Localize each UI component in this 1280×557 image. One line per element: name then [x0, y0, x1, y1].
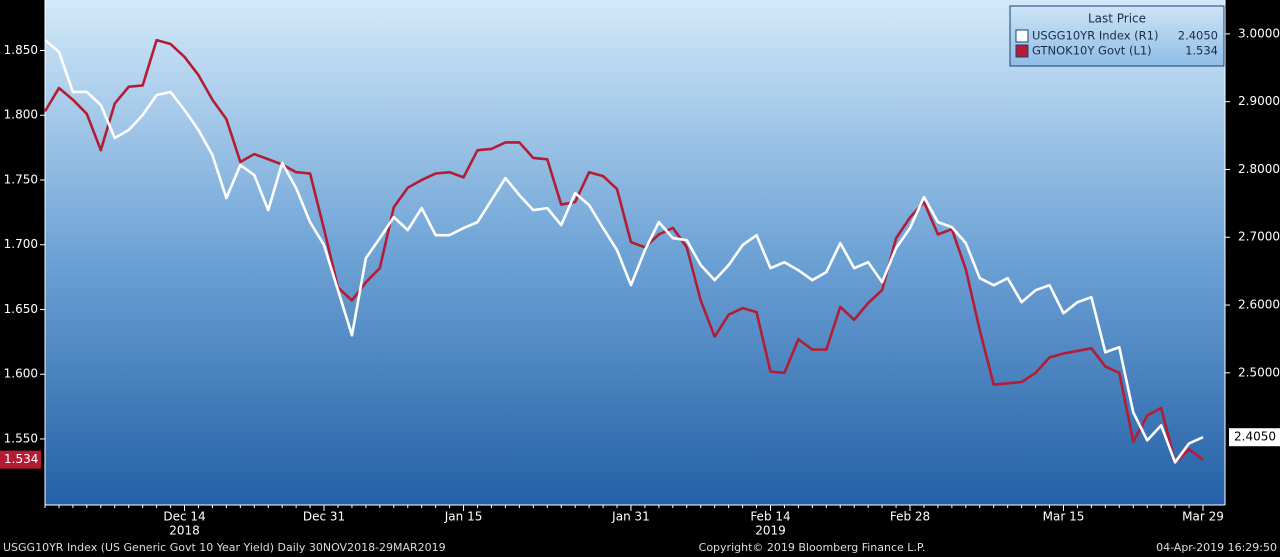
y-tick-label: 1.700	[4, 237, 38, 251]
y2-tick-label: 2.5000	[1238, 365, 1280, 379]
x-tick-label: Feb 14	[750, 510, 790, 524]
legend-swatch	[1015, 44, 1029, 58]
y2-tick-label: 2.6000	[1238, 298, 1280, 312]
y-tick-label: 1.600	[4, 367, 38, 381]
footer-center: Copyright© 2019 Bloomberg Finance L.P.	[699, 541, 926, 554]
last-value-tag	[1229, 428, 1280, 447]
series-line	[43, 38, 1204, 464]
legend-last-value: 2.4050	[1178, 29, 1218, 43]
y2-tick-label: 2.8000	[1238, 162, 1280, 176]
legend: Last Price	[1009, 5, 1225, 67]
y2-tick-label: 2.9000	[1238, 94, 1280, 108]
last-value-label: 2.4050	[1234, 430, 1276, 444]
legend-swatch	[1015, 29, 1029, 43]
x-tick-label: Jan 15	[444, 510, 483, 524]
y-tick-label: 1.850	[4, 43, 38, 57]
plot-area	[45, 0, 1225, 505]
y-tick-label: 1.800	[4, 108, 38, 122]
legend-box	[1009, 5, 1225, 67]
x-tick-label: Jan 31	[611, 510, 650, 524]
x-tick-label: Feb 28	[890, 510, 930, 524]
y2-tick-label: 3.0000	[1238, 26, 1280, 40]
legend-label: USGG10YR Index (R1)	[1032, 29, 1158, 43]
last-value-tag	[0, 450, 41, 469]
footer-right: 04-Apr-2019 16:29:50	[1156, 541, 1277, 554]
x-year-label: 2018	[169, 524, 200, 538]
x-tick-label: Mar 29	[1182, 510, 1224, 524]
footer-left: USGG10YR Index (US Generic Govt 10 Year …	[3, 541, 446, 554]
y-tick-label: 1.650	[4, 302, 38, 316]
x-tick-label: Dec 14	[163, 510, 205, 524]
y2-tick-label: 2.7000	[1238, 230, 1280, 244]
y-tick-label: 1.550	[4, 431, 38, 445]
x-year-label: 2019	[755, 524, 786, 538]
legend-label: GTNOK10Y Govt (L1)	[1032, 44, 1152, 58]
series-line	[44, 38, 1204, 464]
last-value-label: 1.534	[4, 452, 38, 466]
y-tick-label: 1.750	[4, 172, 38, 186]
x-tick-label: Mar 15	[1043, 510, 1085, 524]
x-tick-label: Dec 31	[303, 510, 345, 524]
legend-title: Last Price	[1088, 12, 1146, 26]
legend-last-value: 1.534	[1185, 44, 1218, 58]
